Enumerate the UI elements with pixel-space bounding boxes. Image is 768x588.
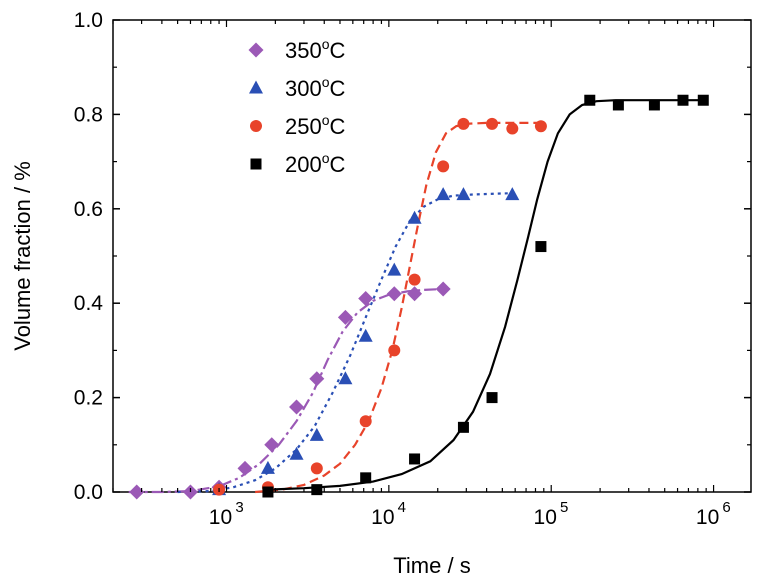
data-point-350 bbox=[237, 460, 253, 476]
data-point-250 bbox=[457, 117, 470, 130]
data-point-300 bbox=[338, 371, 353, 385]
x-tick-exponent: 4 bbox=[398, 499, 406, 516]
data-point-250 bbox=[534, 120, 547, 133]
data-point-200 bbox=[457, 421, 469, 433]
data-point-200 bbox=[612, 99, 624, 111]
legend-label-200: 200oC bbox=[285, 150, 346, 177]
x-tick-label: 10 4 bbox=[371, 499, 406, 529]
x-tick-base: 10 bbox=[696, 506, 719, 529]
data-point-300 bbox=[260, 460, 275, 474]
data-point-350 bbox=[129, 484, 145, 500]
data-point-300 bbox=[505, 187, 520, 201]
y-tick-label: 0.0 bbox=[74, 481, 103, 504]
y-tick-label: 1.0 bbox=[74, 9, 103, 32]
data-point-350 bbox=[435, 281, 451, 297]
data-point-250 bbox=[388, 344, 401, 357]
x-tick-base: 10 bbox=[371, 506, 394, 529]
x-axis-label: Time / s bbox=[393, 553, 470, 578]
data-point-350 bbox=[264, 437, 280, 453]
x-tick-exponent: 5 bbox=[560, 499, 568, 516]
y-tick-label: 0.8 bbox=[74, 103, 103, 126]
data-point-350 bbox=[337, 309, 353, 325]
x-tick-label: 10 5 bbox=[534, 499, 569, 529]
y-axis-label: Volume fraction / % bbox=[10, 161, 35, 351]
data-point-250 bbox=[359, 415, 372, 428]
legend-entry-350: 350oC bbox=[248, 36, 346, 63]
plot-frame bbox=[112, 19, 752, 493]
data-point-350 bbox=[309, 371, 325, 387]
legend-label-350: 350oC bbox=[285, 36, 346, 63]
x-tick-label: 10 6 bbox=[696, 499, 731, 529]
legend-entry-200: 200oC bbox=[250, 150, 346, 177]
fit-line-250 bbox=[255, 121, 541, 494]
legend-marker-350 bbox=[248, 42, 264, 58]
data-point-300 bbox=[456, 187, 471, 201]
axes: 0.00.20.40.60.81.010 3 10 4 10 5 10 6 bbox=[74, 9, 751, 529]
x-tick-base: 10 bbox=[209, 506, 232, 529]
data-point-250 bbox=[506, 122, 519, 135]
data-point-200 bbox=[648, 99, 660, 111]
fit-line-350 bbox=[128, 287, 444, 494]
data-point-200 bbox=[535, 241, 547, 253]
x-tick-exponent: 3 bbox=[235, 499, 243, 516]
data-point-300 bbox=[407, 210, 422, 224]
data-point-350 bbox=[289, 399, 305, 415]
y-tick-label: 0.4 bbox=[74, 292, 104, 315]
data-point-350 bbox=[358, 290, 374, 306]
data-point-350 bbox=[407, 286, 423, 302]
y-tick-label: 0.6 bbox=[74, 198, 103, 221]
plot-area bbox=[112, 19, 752, 493]
legend-marker-250 bbox=[250, 120, 262, 132]
data-point-200 bbox=[262, 486, 274, 498]
data-point-200 bbox=[486, 392, 498, 404]
data-point-300 bbox=[358, 328, 373, 342]
legend-marker-300 bbox=[249, 80, 263, 94]
data-point-200 bbox=[409, 453, 421, 465]
legend-entry-300: 300oC bbox=[249, 74, 346, 101]
x-tick-label: 10 3 bbox=[209, 499, 244, 529]
x-tick-base: 10 bbox=[534, 506, 557, 529]
data-point-200 bbox=[697, 94, 709, 106]
data-point-250 bbox=[408, 273, 421, 286]
legend-label-300: 300oC bbox=[285, 74, 346, 101]
data-point-300 bbox=[436, 187, 451, 201]
data-point-200 bbox=[677, 94, 689, 106]
legend-marker-200 bbox=[250, 158, 262, 170]
data-point-300 bbox=[289, 446, 304, 460]
legend-label-250: 250oC bbox=[285, 112, 346, 139]
data-point-250 bbox=[437, 160, 450, 173]
data-point-250 bbox=[486, 117, 499, 130]
data-point-200 bbox=[584, 94, 596, 106]
y-tick-label: 0.2 bbox=[74, 387, 103, 410]
legend: 350oC 300oC 250oC 200oC bbox=[248, 36, 346, 177]
data-point-200 bbox=[360, 472, 372, 484]
fit-line-300 bbox=[177, 192, 513, 494]
data-point-300 bbox=[387, 262, 402, 276]
x-tick-exponent: 6 bbox=[722, 499, 730, 516]
data-point-200 bbox=[311, 484, 323, 496]
data-point-300 bbox=[309, 427, 324, 441]
data-point-350 bbox=[386, 286, 402, 302]
legend-entry-250: 250oC bbox=[250, 112, 346, 139]
data-point-250 bbox=[310, 462, 323, 475]
data-markers bbox=[129, 94, 709, 500]
